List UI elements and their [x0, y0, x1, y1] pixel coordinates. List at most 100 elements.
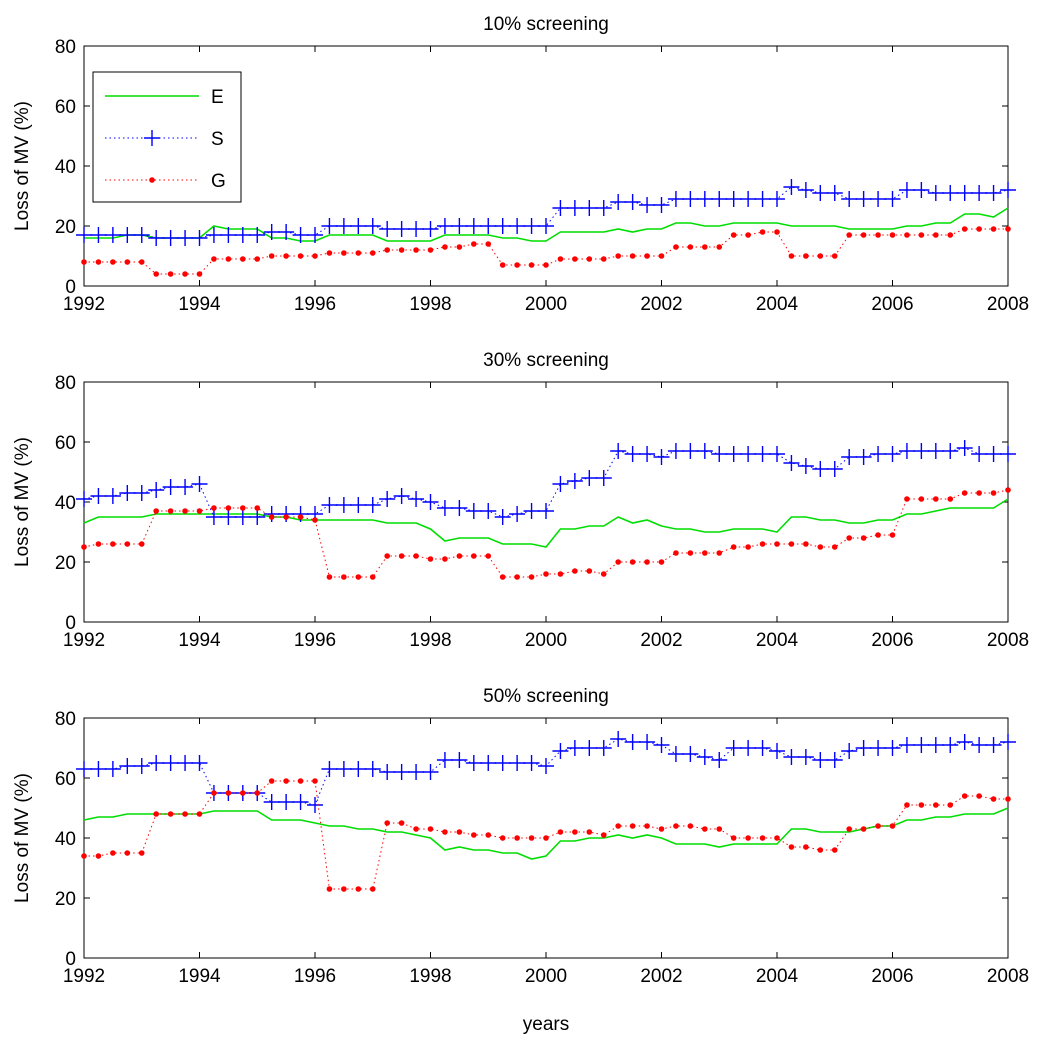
y-tick-label: 80: [55, 373, 76, 394]
data-point-plus: [841, 743, 858, 759]
data-point-dot: [889, 232, 896, 238]
data-point-plus: [956, 734, 973, 750]
data-point-dot: [153, 811, 159, 817]
data-point-dot: [268, 253, 275, 259]
data-point-dot: [918, 232, 925, 238]
data-point-plus: [725, 446, 742, 462]
data-point-plus: [133, 227, 150, 243]
data-point-plus: [696, 749, 713, 765]
data-point-plus: [667, 443, 684, 459]
legend-box: [92, 71, 242, 203]
data-point-dot: [615, 559, 621, 565]
data-point-dot: [240, 505, 246, 511]
data-point-plus: [436, 218, 453, 234]
data-point-dot: [369, 574, 376, 580]
data-point-plus: [350, 218, 367, 234]
data-point-dot: [889, 532, 896, 538]
data-point-dot: [138, 850, 145, 856]
data-point-dot: [673, 244, 679, 250]
data-point-dot: [427, 247, 434, 253]
data-point-plus: [682, 191, 699, 207]
data-point-dot: [976, 490, 982, 496]
data-point-plus: [826, 185, 843, 201]
data-point-plus: [1000, 182, 1016, 198]
data-point-dot: [831, 847, 838, 853]
data-point-plus: [321, 497, 338, 513]
data-point-plus: [754, 446, 771, 462]
data-point-dot: [673, 550, 679, 556]
data-point-plus: [465, 218, 482, 234]
x-tick-label: 2002: [640, 630, 682, 651]
data-point-dot: [629, 559, 636, 565]
data-point-dot: [442, 244, 448, 250]
data-point-plus: [985, 446, 1002, 462]
data-point-dot: [947, 802, 954, 808]
data-point-plus: [841, 449, 858, 465]
data-point-dot: [745, 232, 751, 238]
data-point-plus: [985, 185, 1002, 201]
data-point-plus: [451, 218, 468, 234]
data-point-dot: [268, 514, 275, 520]
data-point-plus: [220, 227, 237, 243]
data-point-plus: [566, 473, 583, 489]
data-point-plus: [884, 446, 901, 462]
data-point-plus: [191, 476, 208, 492]
data-point-dot: [182, 271, 188, 277]
data-point-plus: [610, 194, 627, 210]
data-point-dot: [846, 826, 852, 832]
data-point-dot: [369, 886, 376, 892]
data-point-plus: [422, 494, 439, 510]
data-point-dot: [702, 244, 708, 250]
data-point-plus: [148, 230, 165, 246]
legend-label: E: [211, 87, 224, 108]
data-point-dot: [283, 514, 289, 520]
data-point-plus: [740, 191, 757, 207]
data-point-plus: [292, 794, 309, 810]
data-point-plus: [379, 491, 396, 507]
data-point-dot: [413, 826, 419, 832]
data-point-plus: [783, 749, 800, 765]
data-point-dot: [687, 244, 694, 250]
data-point-plus: [870, 191, 887, 207]
data-point-dot: [658, 826, 665, 832]
data-point-plus: [76, 491, 92, 507]
x-tick-label: 1992: [63, 966, 105, 987]
data-point-plus: [335, 761, 352, 777]
data-point-plus: [119, 758, 136, 774]
data-point-dot: [398, 247, 405, 253]
legend: ESG: [92, 71, 242, 203]
data-point-plus: [913, 443, 930, 459]
x-tick-label: 1996: [294, 966, 336, 987]
data-point-dot: [543, 262, 549, 268]
series-E: [83, 498, 1009, 548]
data-point-plus: [898, 737, 915, 753]
data-point-plus: [696, 191, 713, 207]
figure-x-axis-label: years: [523, 1014, 569, 1035]
data-point-plus: [162, 479, 179, 495]
data-point-plus: [234, 509, 251, 525]
data-point-plus: [480, 503, 497, 519]
data-point-dot: [860, 826, 867, 832]
data-point-plus: [740, 446, 757, 462]
x-tick-label: 2002: [640, 966, 682, 987]
data-point-dot: [918, 496, 925, 502]
data-point-dot: [600, 832, 607, 838]
x-tick-label: 1998: [409, 966, 451, 987]
data-point-dot: [167, 811, 174, 817]
data-point-dot: [774, 835, 780, 841]
x-tick-label: 2008: [987, 966, 1029, 987]
data-point-dot: [398, 820, 405, 826]
data-point-dot: [644, 253, 650, 259]
data-point-dot: [745, 544, 751, 550]
data-point-dot: [644, 559, 650, 565]
data-point-plus: [90, 761, 107, 777]
data-point-plus: [610, 443, 627, 459]
data-point-plus: [191, 230, 208, 246]
data-point-dot: [904, 496, 910, 502]
data-point-dot: [153, 508, 159, 514]
data-point-dot: [471, 241, 477, 247]
data-point-dot: [499, 574, 506, 580]
data-point-dot: [153, 271, 159, 277]
data-point-plus: [812, 185, 829, 201]
